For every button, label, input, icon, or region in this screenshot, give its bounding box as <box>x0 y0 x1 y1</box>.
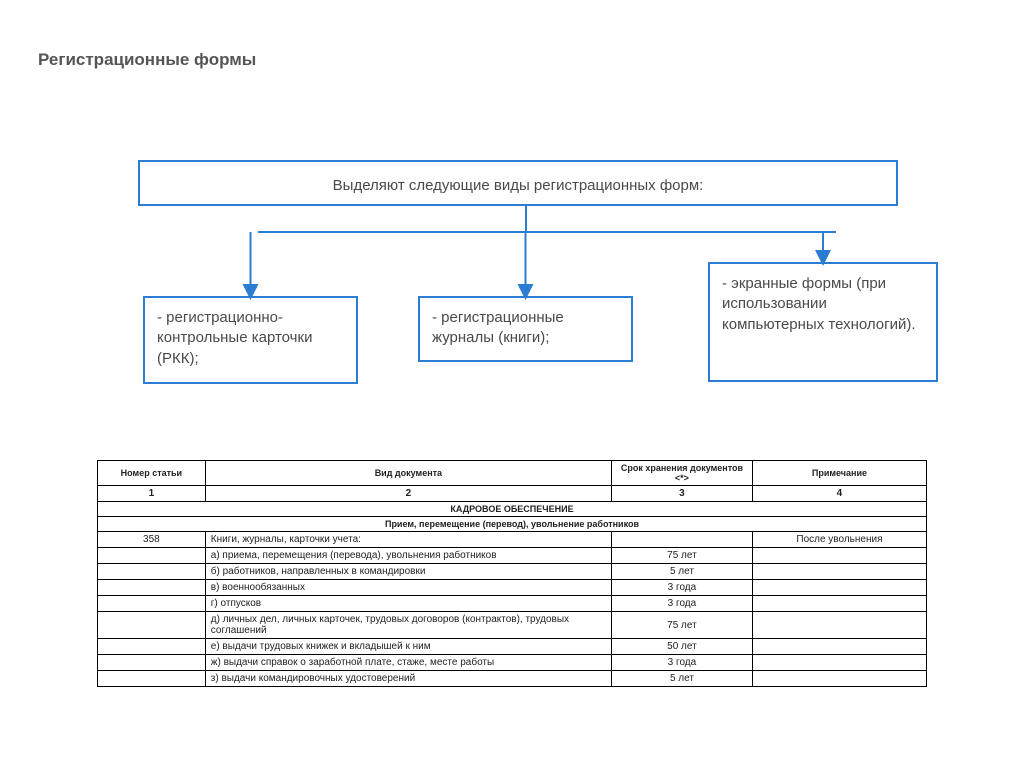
table-cell-term: 5 лет <box>611 671 752 687</box>
table-cell-note <box>752 671 926 687</box>
table-cell-term <box>611 532 752 548</box>
table-subsection-row: Прием, перемещение (перевод), увольнение… <box>98 517 927 532</box>
page-title: Регистрационные формы <box>38 50 986 70</box>
table-row: б) работников, направленных в командиров… <box>98 564 927 580</box>
table-cell-note <box>752 564 926 580</box>
table-cell-doc: з) выдачи командировочных удостоверений <box>205 671 611 687</box>
table-cell-term: 75 лет <box>611 612 752 639</box>
table-cell-doc: г) отпусков <box>205 596 611 612</box>
table-cell-note <box>752 655 926 671</box>
diagram-child-box-0: - регистрационно-контрольные карточки (Р… <box>143 296 358 384</box>
diagram-child-box-1: - регистрационные журналы (книги); <box>418 296 633 362</box>
table-cell-doc: б) работников, направленных в командиров… <box>205 564 611 580</box>
table-cell: 4 <box>752 486 926 502</box>
table-subsection-title: Прием, перемещение (перевод), увольнение… <box>98 517 927 532</box>
table-cell: 2 <box>205 486 611 502</box>
table-cell-note <box>752 548 926 564</box>
table-cell-note <box>752 596 926 612</box>
table-row: д) личных дел, личных карточек, трудовых… <box>98 612 927 639</box>
table-cell-doc: Книги, журналы, карточки учета: <box>205 532 611 548</box>
table-cell-article <box>98 639 206 655</box>
table-index-row: 1234 <box>98 486 927 502</box>
table-cell-doc: в) военнообязанных <box>205 580 611 596</box>
table-cell-term: 3 года <box>611 655 752 671</box>
table-header-cell: Вид документа <box>205 461 611 486</box>
table-cell-note <box>752 612 926 639</box>
table-row: в) военнообязанных3 года <box>98 580 927 596</box>
table-header-cell: Примечание <box>752 461 926 486</box>
table-cell: 1 <box>98 486 206 502</box>
table-row: 358Книги, журналы, карточки учета: После … <box>98 532 927 548</box>
diagram-child-box-2: - экранные формы (при использовании комп… <box>708 262 938 382</box>
table-cell-article <box>98 596 206 612</box>
diagram-parent-box: Выделяют следующие виды регистрационных … <box>138 160 898 206</box>
table-section-row: КАДРОВОЕ ОБЕСПЕЧЕНИЕ <box>98 502 927 517</box>
table-cell-term: 5 лет <box>611 564 752 580</box>
table-header-cell: Номер статьи <box>98 461 206 486</box>
table-row: з) выдачи командировочных удостоверений5… <box>98 671 927 687</box>
table-row: а) приема, перемещения (перевода), уволь… <box>98 548 927 564</box>
table-cell-article <box>98 671 206 687</box>
table-cell-term: 3 года <box>611 596 752 612</box>
table-header-row: Номер статьиВид документаСрок хранения д… <box>98 461 927 486</box>
table-cell-doc: а) приема, перемещения (перевода), уволь… <box>205 548 611 564</box>
doc-table: Номер статьиВид документаСрок хранения д… <box>97 460 927 687</box>
table-cell-doc: е) выдачи трудовых книжек и вкладышей к … <box>205 639 611 655</box>
table-cell-doc: д) личных дел, личных карточек, трудовых… <box>205 612 611 639</box>
table-cell: 3 <box>611 486 752 502</box>
table-cell-article <box>98 580 206 596</box>
table-cell-doc: ж) выдачи справок о заработной плате, ст… <box>205 655 611 671</box>
table-row: е) выдачи трудовых книжек и вкладышей к … <box>98 639 927 655</box>
table-cell-note <box>752 580 926 596</box>
table-cell-note <box>752 639 926 655</box>
table-cell-article: 358 <box>98 532 206 548</box>
page: Регистрационные формы Выделяют следующие… <box>0 0 1024 768</box>
table-cell-term: 75 лет <box>611 548 752 564</box>
diagram: Выделяют следующие виды регистрационных … <box>38 140 988 440</box>
table-header-cell: Срок хранения документов <*> <box>611 461 752 486</box>
table-row: г) отпусков3 года <box>98 596 927 612</box>
table-cell-article <box>98 655 206 671</box>
table-cell-article <box>98 548 206 564</box>
table-section-title: КАДРОВОЕ ОБЕСПЕЧЕНИЕ <box>98 502 927 517</box>
table-cell-article <box>98 612 206 639</box>
table-wrap: Номер статьиВид документаСрок хранения д… <box>97 460 927 687</box>
table-row: ж) выдачи справок о заработной плате, ст… <box>98 655 927 671</box>
table-cell-note: После увольнения <box>752 532 926 548</box>
table-cell-term: 3 года <box>611 580 752 596</box>
table-cell-article <box>98 564 206 580</box>
table-cell-term: 50 лет <box>611 639 752 655</box>
